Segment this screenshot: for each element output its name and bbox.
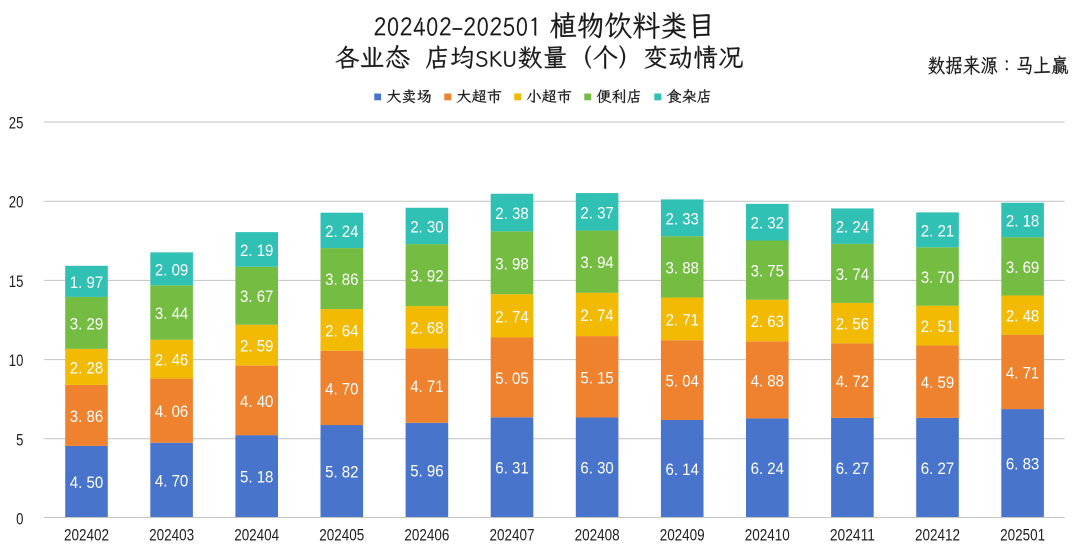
svg-text:4. 50: 4. 50	[70, 474, 103, 492]
svg-text:2. 51: 2. 51	[921, 318, 954, 336]
svg-text:2. 63: 2. 63	[751, 313, 784, 331]
svg-text:25: 25	[9, 115, 24, 133]
svg-text:2. 24: 2. 24	[325, 223, 358, 241]
svg-text:2. 71: 2. 71	[666, 311, 699, 329]
svg-text:10: 10	[9, 352, 24, 370]
svg-text:6. 14: 6. 14	[666, 461, 699, 479]
svg-text:202409: 202409	[660, 526, 705, 544]
svg-text:2. 37: 2. 37	[580, 204, 613, 222]
svg-text:4. 70: 4. 70	[325, 380, 358, 398]
svg-text:2. 46: 2. 46	[155, 352, 188, 370]
svg-text:5. 15: 5. 15	[580, 369, 613, 387]
svg-text:3. 67: 3. 67	[240, 288, 273, 306]
svg-text:2. 64: 2. 64	[325, 322, 358, 340]
svg-text:2. 32: 2. 32	[751, 215, 784, 233]
svg-text:3. 98: 3. 98	[495, 255, 528, 273]
svg-text:2. 21: 2. 21	[921, 222, 954, 240]
svg-text:202405: 202405	[319, 526, 364, 544]
svg-text:6. 27: 6. 27	[921, 460, 954, 478]
svg-text:202411: 202411	[830, 526, 875, 544]
svg-text:3. 88: 3. 88	[666, 259, 699, 277]
svg-text:202404: 202404	[234, 526, 279, 544]
svg-text:2. 28: 2. 28	[70, 359, 103, 377]
svg-text:3. 75: 3. 75	[751, 263, 784, 281]
svg-text:6. 31: 6. 31	[495, 460, 528, 478]
svg-text:6. 24: 6. 24	[751, 460, 784, 478]
svg-text:15: 15	[9, 273, 24, 291]
svg-text:1. 97: 1. 97	[70, 274, 103, 292]
svg-text:202408: 202408	[575, 526, 620, 544]
svg-text:5: 5	[16, 431, 23, 449]
svg-text:202410: 202410	[745, 526, 790, 544]
svg-text:2. 09: 2. 09	[155, 261, 188, 279]
svg-text:3. 69: 3. 69	[1006, 259, 1039, 277]
svg-text:3. 74: 3. 74	[836, 266, 869, 284]
svg-text:2. 74: 2. 74	[580, 307, 613, 325]
svg-text:2. 33: 2. 33	[666, 210, 699, 228]
svg-text:2. 18: 2. 18	[1006, 212, 1039, 230]
svg-text:202501: 202501	[1000, 526, 1045, 544]
svg-text:4. 59: 4. 59	[921, 374, 954, 392]
svg-text:6. 27: 6. 27	[836, 460, 869, 478]
svg-text:0: 0	[16, 511, 23, 529]
svg-text:202406: 202406	[404, 526, 449, 544]
svg-text:4. 70: 4. 70	[155, 472, 188, 490]
svg-text:3. 70: 3. 70	[921, 269, 954, 287]
svg-text:4. 71: 4. 71	[410, 378, 443, 396]
svg-text:2. 59: 2. 59	[240, 338, 273, 356]
svg-text:2. 56: 2. 56	[836, 316, 869, 334]
svg-text:6. 83: 6. 83	[1006, 456, 1039, 474]
svg-text:3. 29: 3. 29	[70, 315, 103, 333]
svg-text:4. 40: 4. 40	[240, 393, 273, 411]
svg-text:4. 06: 4. 06	[155, 403, 188, 421]
svg-text:3. 86: 3. 86	[70, 408, 103, 426]
svg-text:2. 74: 2. 74	[495, 308, 528, 326]
svg-text:5. 96: 5. 96	[410, 462, 443, 480]
svg-text:202407: 202407	[490, 526, 535, 544]
svg-text:3. 44: 3. 44	[155, 305, 188, 323]
svg-text:2. 38: 2. 38	[495, 205, 528, 223]
svg-text:5. 04: 5. 04	[666, 373, 699, 391]
svg-text:202403: 202403	[149, 526, 194, 544]
svg-text:5. 18: 5. 18	[240, 469, 273, 487]
svg-text:3. 86: 3. 86	[325, 271, 358, 289]
svg-text:20: 20	[9, 194, 24, 212]
svg-text:4. 71: 4. 71	[1006, 364, 1039, 382]
svg-text:202412: 202412	[915, 526, 960, 544]
svg-text:5. 82: 5. 82	[325, 464, 358, 482]
svg-text:202402: 202402	[64, 526, 109, 544]
svg-text:5. 05: 5. 05	[495, 370, 528, 388]
svg-text:2. 24: 2. 24	[836, 219, 869, 237]
svg-text:2. 19: 2. 19	[240, 242, 273, 260]
svg-text:2. 48: 2. 48	[1006, 308, 1039, 326]
svg-text:6. 30: 6. 30	[580, 460, 613, 478]
svg-text:2. 68: 2. 68	[410, 320, 443, 338]
svg-text:2. 30: 2. 30	[410, 218, 443, 236]
svg-text:4. 72: 4. 72	[836, 373, 869, 391]
svg-text:4. 88: 4. 88	[751, 372, 784, 390]
svg-text:3. 92: 3. 92	[410, 268, 443, 286]
svg-text:3. 94: 3. 94	[580, 254, 613, 272]
